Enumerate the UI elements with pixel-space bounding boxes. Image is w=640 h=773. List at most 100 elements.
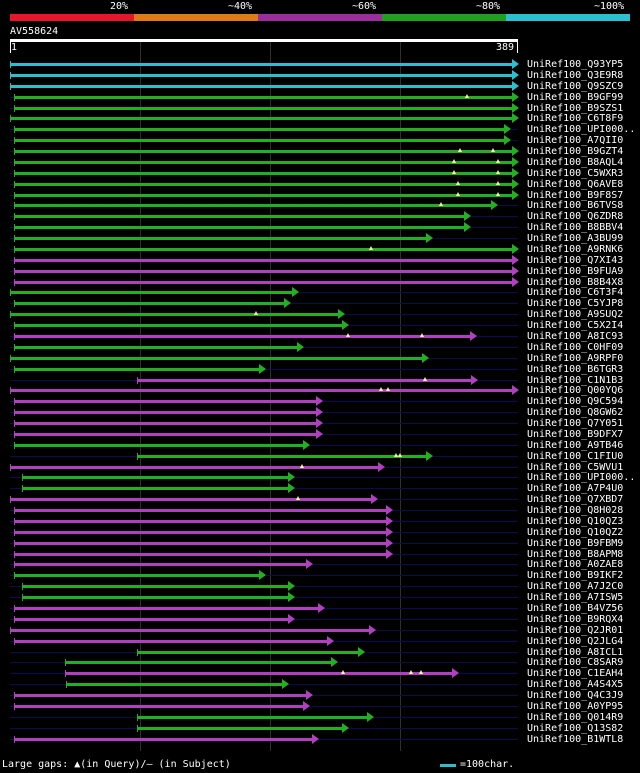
hit-bar[interactable] xyxy=(13,193,512,197)
hit-row[interactable]: UniRef100_B8APM8 xyxy=(0,548,640,560)
hit-bar[interactable] xyxy=(13,160,512,164)
hit-bar[interactable] xyxy=(13,519,387,523)
hit-row[interactable]: UniRef100_B1WTL8 xyxy=(0,733,640,745)
hit-row[interactable]: UniRef100_Q6ZDR8 xyxy=(0,211,640,222)
hit-bar[interactable] xyxy=(13,106,512,110)
hit-label[interactable]: UniRef100_B9FUA9 xyxy=(527,265,624,277)
hit-row[interactable]: UniRef100_B9RQX4 xyxy=(0,613,640,625)
hit-label[interactable]: UniRef100_Q10QZ2 xyxy=(527,526,624,538)
hit-label[interactable]: UniRef100_B9FBM9 xyxy=(527,537,624,549)
hit-row[interactable]: UniRef100_A7ISW5 xyxy=(0,592,640,603)
hit-label[interactable]: UniRef100_A0ZAE8 xyxy=(527,559,624,571)
hit-bar[interactable] xyxy=(10,63,512,66)
hit-row[interactable]: UniRef100_B9GF99 xyxy=(0,91,640,103)
hit-row[interactable]: UniRef100_Q3E9R8 xyxy=(0,69,640,81)
hit-bar[interactable] xyxy=(13,432,316,436)
hit-row[interactable]: UniRef100_Q7XI43 xyxy=(0,254,640,266)
hit-bar[interactable] xyxy=(13,411,316,415)
hit-row[interactable]: UniRef100_B9FUA9 xyxy=(0,265,640,277)
hit-row[interactable]: UniRef100_Q10QZ2 xyxy=(0,526,640,538)
hit-bar[interactable] xyxy=(13,324,342,328)
hit-row[interactable]: UniRef100_Q93YP5 xyxy=(0,59,640,70)
hit-row[interactable]: UniRef100_B9DFX7 xyxy=(0,428,640,440)
hit-bar[interactable] xyxy=(64,661,332,665)
hit-bar[interactable] xyxy=(10,465,379,469)
hit-row[interactable]: UniRef100_Q014R9 xyxy=(0,711,640,723)
hit-row[interactable]: UniRef100_Q2JLG4 xyxy=(0,635,640,647)
hit-label[interactable]: UniRef100_B6TGR3 xyxy=(527,363,624,375)
hit-row[interactable]: UniRef100_A9RPF0 xyxy=(0,352,640,364)
hit-label[interactable]: UniRef100_Q10QZ3 xyxy=(527,515,624,527)
hit-row[interactable]: UniRef100_C5WVU1 xyxy=(0,461,640,473)
hit-label[interactable]: UniRef100_UPI000.. xyxy=(527,124,636,136)
hit-label[interactable]: UniRef100_B9F8S7 xyxy=(527,189,624,201)
hit-bar[interactable] xyxy=(13,607,319,610)
hit-bar[interactable] xyxy=(13,215,464,219)
hit-bar[interactable] xyxy=(10,498,371,502)
hit-bar[interactable] xyxy=(21,596,289,600)
hit-bar[interactable] xyxy=(13,95,512,99)
hit-bar[interactable] xyxy=(13,367,260,371)
hit-bar[interactable] xyxy=(13,171,512,175)
hit-label[interactable]: UniRef100_C5YJP8 xyxy=(527,298,624,310)
hit-label[interactable]: UniRef100_A7P4U0 xyxy=(527,483,624,495)
hit-label[interactable]: UniRef100_B9DFX7 xyxy=(527,428,624,440)
hit-row[interactable]: UniRef100_Q9SZC9 xyxy=(0,80,640,92)
hit-bar[interactable] xyxy=(13,280,512,284)
hit-label[interactable]: UniRef100_Q9C594 xyxy=(527,396,624,408)
hit-bar[interactable] xyxy=(10,313,338,317)
hit-row[interactable]: UniRef100_A7QII0 xyxy=(0,135,640,146)
hit-bar[interactable] xyxy=(10,84,512,88)
hit-label[interactable]: UniRef100_C1FIU0 xyxy=(527,450,624,462)
hit-label[interactable]: UniRef100_C5WVU1 xyxy=(527,461,624,473)
hit-label[interactable]: UniRef100_A0YP95 xyxy=(527,700,624,712)
hit-label[interactable]: UniRef100_Q2JLG4 xyxy=(527,635,624,647)
hit-label[interactable]: UniRef100_Q4C3J9 xyxy=(527,690,624,702)
hit-label[interactable]: UniRef100_C6T3F4 xyxy=(527,287,624,299)
hit-label[interactable]: UniRef100_A9RNK6 xyxy=(527,243,624,255)
hit-bar[interactable] xyxy=(13,737,312,741)
hit-bar[interactable] xyxy=(13,226,464,230)
hit-bar[interactable] xyxy=(13,509,387,513)
hit-bar[interactable] xyxy=(13,574,260,578)
hit-row[interactable]: UniRef100_B8BBV4 xyxy=(0,222,640,233)
hit-row[interactable]: UniRef100_A3BU99 xyxy=(0,233,640,244)
hit-row[interactable]: UniRef100_Q9C594 xyxy=(0,396,640,407)
hit-label[interactable]: UniRef100_B8AQL4 xyxy=(527,156,624,168)
hit-bar[interactable] xyxy=(137,650,358,654)
hit-row[interactable]: UniRef100_A8IC93 xyxy=(0,331,640,342)
hit-label[interactable]: UniRef100_Q2JR01 xyxy=(527,624,624,636)
hit-bar[interactable] xyxy=(13,345,298,349)
hit-label[interactable]: UniRef100_A9RPF0 xyxy=(527,352,624,364)
hit-row[interactable]: UniRef100_Q8H028 xyxy=(0,505,640,516)
hit-bar[interactable] xyxy=(10,291,293,295)
hit-bar[interactable] xyxy=(13,150,512,154)
hit-bar[interactable] xyxy=(10,356,422,360)
hit-label[interactable]: UniRef100_A7QII0 xyxy=(527,135,624,147)
hit-label[interactable]: UniRef100_Q9SZC9 xyxy=(527,80,624,92)
hit-label[interactable]: UniRef100_B6TVS8 xyxy=(527,200,624,212)
hit-row[interactable]: UniRef100_C5WXR3 xyxy=(0,167,640,179)
hit-label[interactable]: UniRef100_Q93YP5 xyxy=(527,59,624,70)
hit-row[interactable]: UniRef100_A7J2C0 xyxy=(0,581,640,592)
hit-bar[interactable] xyxy=(13,302,285,306)
hit-label[interactable]: UniRef100_Q014R9 xyxy=(527,711,624,723)
hit-label[interactable]: UniRef100_B8APM8 xyxy=(527,548,624,560)
hit-row[interactable]: UniRef100_Q6AVE8 xyxy=(0,178,640,190)
hit-label[interactable]: UniRef100_B9GZT4 xyxy=(527,146,624,158)
hit-bar[interactable] xyxy=(13,400,316,404)
hit-row[interactable]: UniRef100_Q8GW62 xyxy=(0,407,640,418)
hit-label[interactable]: UniRef100_Q7XI43 xyxy=(527,254,624,266)
hit-row[interactable]: UniRef100_B8B4X8 xyxy=(0,276,640,288)
hit-row[interactable]: UniRef100_C1FIU0 xyxy=(0,450,640,462)
hit-label[interactable]: UniRef100_B8BBV4 xyxy=(527,222,624,234)
hit-bar[interactable] xyxy=(13,541,387,545)
hit-row[interactable]: UniRef100_UPI000.. xyxy=(0,124,640,135)
hit-label[interactable]: UniRef100_B9SZS1 xyxy=(527,102,624,114)
hit-row[interactable]: UniRef100_A0YP95 xyxy=(0,700,640,712)
hit-label[interactable]: UniRef100_B4VZ56 xyxy=(527,603,624,614)
hit-label[interactable]: UniRef100_Q8H028 xyxy=(527,505,624,517)
hit-label[interactable]: UniRef100_B9IKF2 xyxy=(527,570,624,582)
hit-label[interactable]: UniRef100_A9SUQ2 xyxy=(527,309,624,321)
hit-row[interactable]: UniRef100_Q13S82 xyxy=(0,722,640,734)
